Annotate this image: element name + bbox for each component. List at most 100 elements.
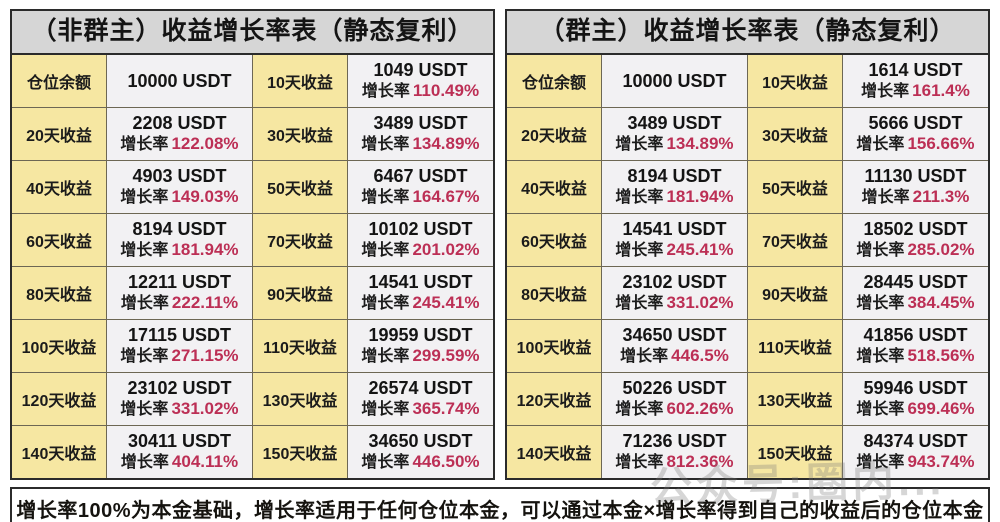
table-row: 40天收益 4903 USDT 增长率 149.03% 50天收益 6467 USDT 增长… [12, 161, 493, 214]
row-label-left: 60天收益 [12, 214, 107, 266]
row-label-left: 60天收益 [507, 214, 602, 266]
growth-rate-value: 134.89% [412, 134, 480, 154]
cell-amount-text: 59946 USDT [863, 378, 968, 399]
cell-growth-rate: 增长率 149.03% [120, 187, 238, 207]
row-value-left: 71236 USDT 增长率 812.36% [602, 426, 748, 478]
cell-amount-text: 1614 USDT [868, 60, 963, 81]
row-label-right: 10天收益 [253, 55, 348, 107]
cell-amount-text: 8194 USDT [132, 219, 227, 240]
row-label-right: 150天收益 [253, 426, 348, 478]
row-label-right: 150天收益 [748, 426, 843, 478]
row-value-left: 23102 USDT 增长率 331.02% [107, 373, 253, 425]
row-value-right: 3489 USDT 增长率 134.89% [348, 108, 493, 160]
footer-note-text: 增长率100%为本金基础，增长率适用于任何仓位本金，可以通过本金×增长率得到自己… [16, 500, 984, 522]
cell-amount-text: 10102 USDT [368, 219, 473, 240]
row-label-right: 130天收益 [253, 373, 348, 425]
row-value-right: 5666 USDT 增长率 156.66% [843, 108, 988, 160]
cell-growth-rate: 增长率 271.15% [120, 346, 238, 366]
row-value-right: 59946 USDT 增长率 699.46% [843, 373, 988, 425]
row-label-right: 30天收益 [253, 108, 348, 160]
cell-growth-rate: 增长率 404.11% [121, 452, 238, 472]
growth-rate-prefix: 增长率 [361, 242, 410, 260]
growth-rate-prefix: 增长率 [361, 454, 410, 472]
cell-label-text: 130天收益 [262, 393, 338, 410]
cell-growth-rate: 增长率 211.3% [862, 187, 970, 207]
cell-amount-text: 14541 USDT [368, 272, 473, 293]
growth-rate-prefix: 增长率 [856, 295, 905, 313]
cell-amount-text: 8194 USDT [627, 166, 722, 187]
growth-rate-value: 110.49% [412, 81, 480, 101]
cell-growth-rate: 增长率 245.41% [615, 240, 733, 260]
growth-rate-prefix: 增长率 [615, 401, 664, 419]
cell-growth-rate: 增长率 446.5% [620, 346, 729, 366]
growth-rate-value: 245.41% [412, 293, 480, 313]
cell-amount-text: 10000 USDT [622, 70, 727, 91]
table-row: 140天收益 71236 USDT 增长率 812.36% 150天收益 84374 US… [507, 426, 988, 478]
cell-amount-text: 3489 USDT [627, 113, 722, 134]
cell-amount-text: 71236 USDT [622, 431, 727, 452]
cell-label-text: 10天收益 [762, 75, 828, 92]
cell-amount-text: 4903 USDT [132, 166, 227, 187]
growth-rate-value: 331.02% [666, 293, 734, 313]
row-value-left: 50226 USDT 增长率 602.26% [602, 373, 748, 425]
row-label-left: 80天收益 [12, 267, 107, 319]
row-label-left: 20天收益 [12, 108, 107, 160]
table-row: 80天收益 12211 USDT 增长率 222.11% 90天收益 14541 USDT… [12, 267, 493, 320]
cell-growth-rate: 增长率 181.94% [615, 187, 733, 207]
growth-rate-prefix: 增长率 [361, 189, 410, 207]
cell-amount-text: 26574 USDT [368, 378, 473, 399]
row-value-left: 12211 USDT 增长率 222.11% [107, 267, 253, 319]
growth-rate-value: 201.02% [412, 240, 480, 260]
growth-rate-value: 446.5% [671, 346, 729, 366]
cell-growth-rate: 增长率 518.56% [856, 346, 974, 366]
cell-amount-text: 34650 USDT [368, 431, 473, 452]
row-value-right: 18502 USDT 增长率 285.02% [843, 214, 988, 266]
row-label-left: 120天收益 [507, 373, 602, 425]
cell-label-text: 130天收益 [757, 393, 833, 410]
cell-label-text: 60天收益 [26, 234, 92, 251]
row-label-right: 70天收益 [748, 214, 843, 266]
cell-amount-text: 2208 USDT [132, 113, 227, 134]
growth-rate-prefix: 增长率 [615, 454, 664, 472]
row-label-left: 仓位余额 [12, 55, 107, 107]
row-value-right: 14541 USDT 增长率 245.41% [348, 267, 493, 319]
cell-growth-rate: 增长率 299.59% [361, 346, 479, 366]
row-label-right: 130天收益 [748, 373, 843, 425]
cell-label-text: 100天收益 [516, 340, 592, 357]
row-value-right: 11130 USDT 增长率 211.3% [843, 161, 988, 213]
cell-growth-rate: 增长率 134.89% [361, 134, 479, 154]
row-label-right: 110天收益 [253, 320, 348, 372]
cell-amount-text: 1049 USDT [373, 60, 468, 81]
table-non-group-owner: （非群主）收益增长率表（静态复利） 仓位余额 10000 USDT 10天收益 104… [10, 9, 495, 480]
cell-amount-text: 11130 USDT [864, 166, 967, 187]
cell-amount-text: 12211 USDT [127, 272, 232, 293]
cell-growth-rate: 增长率 365.74% [361, 399, 479, 419]
growth-rate-value: 122.08% [171, 134, 239, 154]
cell-label-text: 20天收益 [26, 128, 92, 145]
table-row: 60天收益 14541 USDT 增长率 245.41% 70天收益 18502 USDT… [507, 214, 988, 267]
growth-rate-prefix: 增长率 [120, 454, 169, 472]
row-label-left: 140天收益 [507, 426, 602, 478]
table-row: 80天收益 23102 USDT 增长率 331.02% 90天收益 28445 USDT… [507, 267, 988, 320]
row-label-right: 90天收益 [253, 267, 348, 319]
row-value-left: 4903 USDT 增长率 149.03% [107, 161, 253, 213]
cell-label-text: 150天收益 [757, 446, 833, 463]
cell-amount-text: 84374 USDT [863, 431, 968, 452]
row-value-left: 2208 USDT 增长率 122.08% [107, 108, 253, 160]
cell-label-text: 30天收益 [267, 128, 333, 145]
cell-growth-rate: 增长率 331.02% [120, 399, 238, 419]
growth-rate-value: 331.02% [171, 399, 239, 419]
row-value-right: 34650 USDT 增长率 446.50% [348, 426, 493, 478]
cell-growth-rate: 增长率 156.66% [856, 134, 974, 154]
cell-growth-rate: 增长率 943.74% [856, 452, 974, 472]
growth-rate-prefix: 增长率 [856, 454, 905, 472]
cell-label-text: 70天收益 [267, 234, 333, 251]
cell-label-text: 40天收益 [521, 181, 587, 198]
growth-rate-value: 384.45% [907, 293, 975, 313]
table-row: 100天收益 34650 USDT 增长率 446.5% 110天收益 41856 USD… [507, 320, 988, 373]
table-body-left: 仓位余额 10000 USDT 10天收益 1049 USDT 增长率 110.49% 20… [12, 55, 493, 478]
growth-rate-value: 446.50% [412, 452, 480, 472]
growth-rate-prefix: 增长率 [120, 401, 169, 419]
row-value-right: 19959 USDT 增长率 299.59% [348, 320, 493, 372]
cell-label-text: 20天收益 [521, 128, 587, 145]
